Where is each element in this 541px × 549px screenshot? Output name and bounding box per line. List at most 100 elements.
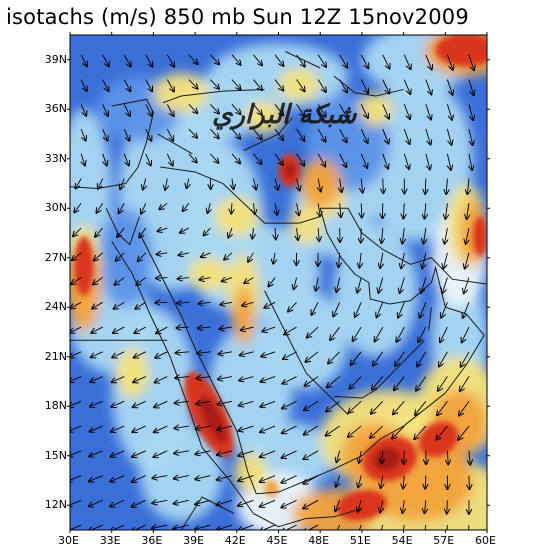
coastline	[180, 496, 235, 530]
wind-arrow	[318, 203, 320, 216]
wind-arrow	[459, 401, 470, 415]
wind-arrow	[351, 351, 362, 365]
wind-arrow	[70, 301, 82, 308]
wind-arrow	[414, 425, 427, 439]
wind-arrow	[275, 178, 278, 190]
wind-arrow	[145, 153, 151, 166]
wind-arrow	[304, 425, 319, 435]
wind-arrow	[210, 128, 218, 138]
wind-arrow	[216, 524, 233, 530]
wind-arrow	[403, 203, 404, 218]
coastline	[264, 290, 349, 415]
wind-arrow	[340, 203, 341, 217]
wind-arrow	[145, 54, 153, 67]
wind-arrow	[446, 54, 453, 70]
wind-arrow	[90, 400, 103, 406]
wind-arrow	[89, 450, 103, 457]
wind-arrow	[348, 400, 362, 412]
wind-arrow	[145, 104, 152, 116]
wind-arrow	[134, 351, 146, 358]
wind-arrow	[174, 500, 189, 503]
wind-arrow	[415, 401, 427, 415]
wind-arrow	[88, 524, 103, 530]
wind-arrow	[446, 525, 448, 530]
wind-arrow	[370, 425, 384, 438]
wind-arrow	[282, 425, 297, 433]
wind-arrow	[424, 500, 425, 513]
wind-arrow	[317, 153, 325, 167]
coastline	[157, 133, 193, 155]
wind-arrow	[468, 104, 473, 120]
wind-arrow	[196, 426, 211, 429]
wind-arrow	[195, 475, 211, 480]
wind-arrow	[444, 227, 447, 244]
wind-arrow	[335, 524, 341, 530]
wind-arrow	[94, 252, 103, 261]
wind-arrow	[294, 277, 297, 290]
wind-arrow	[195, 524, 211, 529]
wind-arrow	[116, 252, 125, 261]
wind-arrow	[316, 277, 318, 291]
wind-arrow	[447, 500, 448, 513]
wind-arrow	[188, 128, 197, 138]
wind-arrow	[296, 153, 305, 166]
wind-arrow	[335, 500, 341, 511]
wind-arrow	[70, 524, 82, 530]
wind-arrow	[339, 153, 347, 167]
wind-arrow	[282, 450, 297, 458]
wind-arrow	[96, 203, 104, 213]
wind-arrow	[166, 153, 172, 166]
wind-arrow	[274, 79, 283, 91]
wind-arrow	[174, 524, 189, 529]
lon-label: 42E	[224, 534, 246, 547]
wind-arrow	[380, 500, 383, 512]
wind-arrow	[90, 376, 103, 382]
wind-arrow	[203, 227, 211, 235]
map-title: isotachs (m/s) 850 mb Sun 12Z 15nov2009	[6, 5, 469, 29]
wind-arrow	[123, 128, 129, 141]
wind-arrow	[402, 500, 404, 513]
wind-arrow	[274, 104, 283, 115]
wind-arrow	[110, 524, 125, 530]
coastline	[320, 207, 487, 285]
wind-arrow	[423, 227, 425, 244]
wind-arrow	[80, 104, 86, 115]
isotach-core	[264, 480, 279, 497]
wind-arrow	[396, 326, 405, 342]
wind-arrow	[98, 178, 104, 189]
wind-arrow	[114, 301, 125, 308]
wind-arrow	[239, 376, 254, 381]
wind-arrow	[141, 203, 147, 213]
wind-arrow	[152, 476, 168, 479]
wind-arrow	[71, 277, 82, 285]
isotach-region	[188, 257, 230, 291]
wind-arrow	[158, 228, 168, 231]
wind-arrow	[420, 302, 427, 317]
wind-arrow	[244, 277, 254, 284]
wind-arrow	[183, 203, 190, 211]
wind-arrow	[403, 153, 409, 169]
wind-arrow	[330, 326, 341, 340]
lon-label: 51E	[349, 534, 371, 547]
wind-arrow	[177, 302, 189, 303]
wind-arrow	[253, 104, 261, 114]
wind-arrow	[111, 400, 125, 407]
lat-label: 33N	[44, 151, 67, 165]
wind-arrow	[261, 351, 276, 357]
wind-arrow	[218, 377, 233, 380]
isotach-region	[153, 72, 209, 113]
wind-arrow	[70, 400, 82, 406]
wind-arrow	[422, 252, 426, 269]
wind-arrow	[253, 203, 254, 214]
wind-arrow	[274, 153, 283, 165]
wind-arrow	[326, 400, 340, 411]
wind-arrow	[372, 376, 384, 390]
wind-arrow	[425, 104, 431, 119]
isotach-region	[214, 196, 260, 237]
wind-arrow	[165, 178, 167, 190]
wind-arrow	[296, 128, 305, 141]
wind-arrow	[349, 376, 362, 389]
wind-arrow	[102, 104, 108, 116]
wind-arrow	[210, 153, 218, 163]
wind-arrow	[327, 376, 340, 388]
